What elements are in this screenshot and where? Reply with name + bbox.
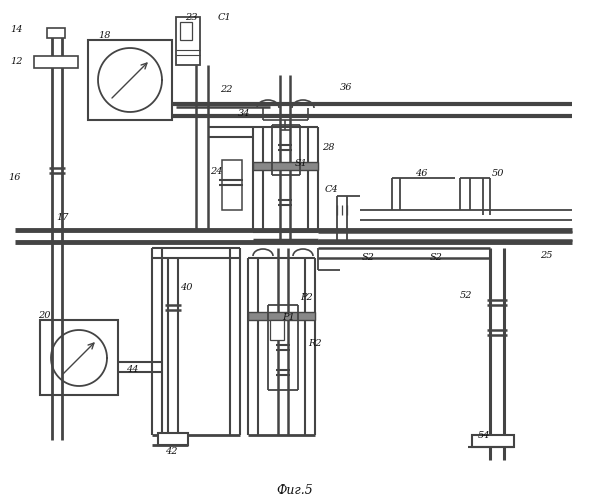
Text: 20: 20 <box>38 312 50 320</box>
Bar <box>248 312 315 320</box>
Text: C4: C4 <box>325 186 339 194</box>
Bar <box>88 40 172 120</box>
Bar <box>270 320 284 340</box>
Text: 16: 16 <box>8 174 21 182</box>
Text: 17: 17 <box>56 214 69 222</box>
Text: 36: 36 <box>340 84 352 92</box>
Text: 40: 40 <box>180 284 193 292</box>
Text: 12: 12 <box>10 58 22 66</box>
Text: Фиг.5: Фиг.5 <box>277 484 313 496</box>
Text: 34: 34 <box>238 108 251 118</box>
Bar <box>34 56 78 68</box>
Text: 52: 52 <box>460 290 472 300</box>
Bar <box>472 435 514 447</box>
Bar <box>47 28 65 38</box>
Text: P1: P1 <box>282 314 295 322</box>
Bar <box>176 17 200 65</box>
Bar <box>158 433 188 445</box>
Text: S1: S1 <box>295 158 308 168</box>
Bar <box>40 320 118 395</box>
Bar <box>180 22 192 40</box>
Text: 50: 50 <box>492 170 505 178</box>
Text: 46: 46 <box>415 168 427 177</box>
Text: 22: 22 <box>220 86 232 94</box>
Bar <box>222 160 242 210</box>
Text: 18: 18 <box>98 30 111 40</box>
Text: C1: C1 <box>218 14 232 22</box>
Text: 54: 54 <box>478 430 491 440</box>
Text: S2: S2 <box>430 254 443 262</box>
Text: R2: R2 <box>308 338 322 347</box>
Text: 44: 44 <box>126 366 138 374</box>
Bar <box>253 162 318 170</box>
Text: S2: S2 <box>362 254 375 262</box>
Text: 23: 23 <box>185 12 197 22</box>
Text: 25: 25 <box>540 250 553 260</box>
Text: 14: 14 <box>10 26 22 35</box>
Text: P2: P2 <box>300 294 313 302</box>
Text: 42: 42 <box>165 448 177 456</box>
Text: 24: 24 <box>210 168 222 176</box>
Text: 28: 28 <box>322 144 335 152</box>
